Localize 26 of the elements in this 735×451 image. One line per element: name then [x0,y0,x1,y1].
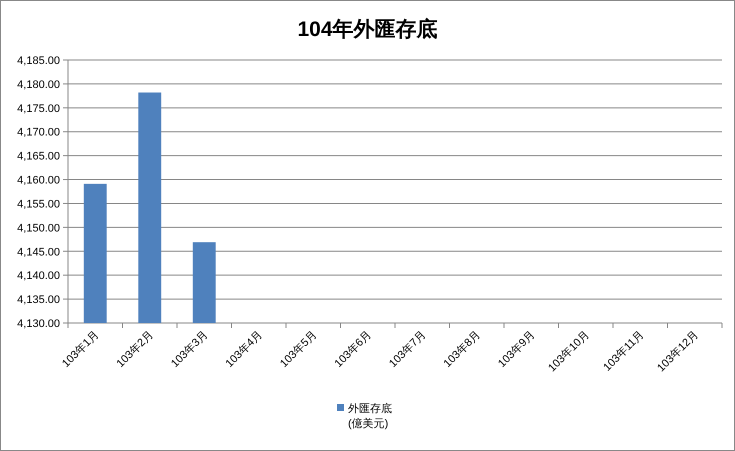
y-tick-label: 4,175.00 [17,102,60,115]
x-tick-label: 103年4月 [224,328,265,370]
y-tick-label: 4,145.00 [17,246,60,258]
x-tick-label: 103年2月 [114,328,156,370]
x-tick-label: 103年10月 [546,328,592,374]
x-tick-label: 103年8月 [442,328,483,370]
x-tick-label: 103年5月 [278,328,320,370]
y-tick-label: 4,130.00 [17,318,60,330]
y-tick-label: 4,185.00 [17,55,60,67]
x-tick-label: 103年3月 [169,328,210,370]
y-tick-label: 4,140.00 [17,270,60,282]
y-tick-label: 4,180.00 [17,78,60,91]
x-tick-label: 103年7月 [387,328,428,370]
y-tick-label: 4,135.00 [17,294,60,306]
chart-title: 104年外匯存底 [297,17,438,41]
y-tick-label: 4,160.00 [17,174,60,187]
legend-label: 外匯存底 (億美元) [348,402,392,430]
y-tick-label: 4,165.00 [17,150,60,163]
y-tick-label: 4,155.00 [17,198,60,210]
y-tick-label: 4,170.00 [17,126,60,139]
x-tick-label: 103年1月 [60,328,102,370]
x-tick-label: 103年11月 [601,328,646,374]
x-tick-label: 103年6月 [332,328,374,370]
y-tick-label: 4,150.00 [17,222,60,234]
x-tick-label: 103年12月 [655,328,701,374]
x-tick-label: 103年9月 [496,328,538,370]
